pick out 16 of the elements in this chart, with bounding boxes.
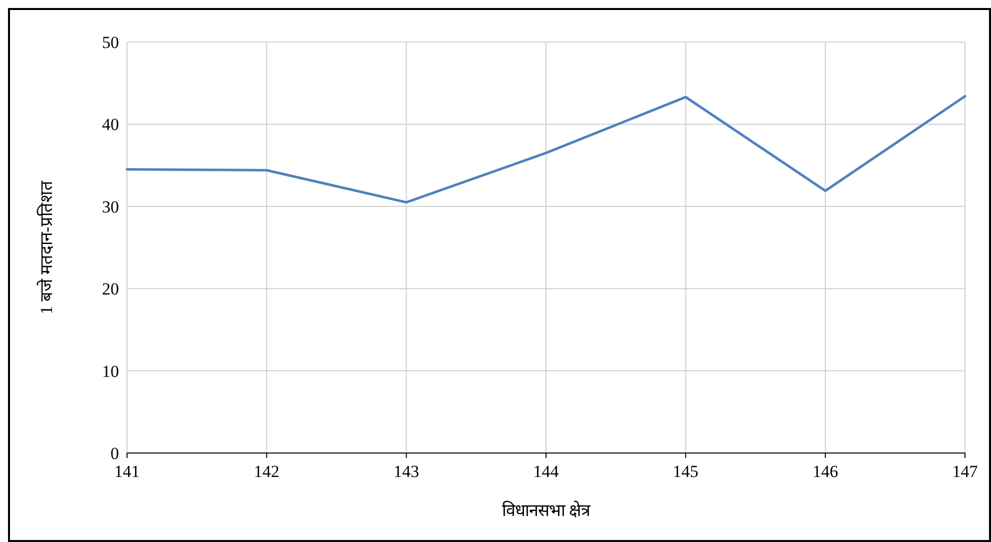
y-tick-label: 0 (110, 444, 119, 463)
x-axis-title: विधानसभा क्षेत्र (502, 500, 592, 520)
x-tick-label: 142 (254, 462, 280, 481)
x-tick-label: 147 (952, 462, 978, 481)
y-tick-label: 40 (102, 115, 119, 134)
y-axis-title: 1 बजे मतदान-प्रतिशत (36, 180, 56, 314)
x-tick-label: 144 (533, 462, 560, 481)
x-tick-label: 143 (394, 462, 420, 481)
y-tick-label: 50 (102, 33, 119, 52)
y-tick-label: 10 (102, 362, 119, 381)
x-tick-label: 146 (812, 462, 838, 481)
x-tick-label: 145 (672, 462, 698, 481)
line-series (126, 95, 966, 204)
y-tick-label: 20 (102, 280, 119, 299)
x-tick-label: 141 (114, 462, 140, 481)
y-tick-label: 30 (102, 197, 119, 216)
